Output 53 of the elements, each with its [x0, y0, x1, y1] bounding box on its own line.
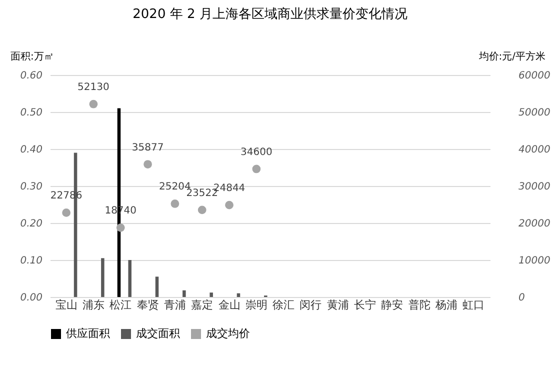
x-tick-label: 浦东 [82, 298, 104, 312]
y-tick-label: 0.60 [20, 70, 42, 82]
point [116, 223, 125, 232]
x-tick-label: 闵行 [300, 298, 322, 312]
y2-tick-label: 50000 [518, 108, 550, 118]
point [144, 160, 152, 168]
bar [155, 276, 159, 297]
y2-tick-label: 60000 [518, 70, 550, 82]
x-tick-label: 嘉定 [191, 298, 214, 312]
y-tick-label: 0.00 [20, 292, 42, 304]
legend-label: 成交面积 [136, 327, 180, 340]
point [62, 208, 70, 217]
y-tick-label: 0.20 [20, 218, 42, 230]
y-axis-title: 面积:万㎡ [10, 52, 54, 62]
x-tick-label: 普陀 [408, 298, 430, 312]
data-label: 34600 [240, 146, 272, 158]
x-tick-label: 崇明 [245, 298, 268, 312]
point [198, 206, 206, 214]
point [225, 200, 234, 210]
y2-tick-label: 20000 [518, 218, 550, 230]
bar [101, 258, 104, 297]
x-tick-label: 宝山 [55, 298, 78, 312]
x-tick-label: 金山 [218, 298, 240, 312]
y2-tick-label: 10000 [518, 256, 550, 266]
bar [210, 292, 213, 297]
y2-axis-title: 均价:元/平方米 [478, 50, 546, 62]
y2-tick-label: 40000 [518, 144, 550, 156]
legend-label: 供应面积 [66, 327, 110, 340]
x-tick-label: 徐汇 [272, 298, 295, 312]
x-tick-label: 虹口 [462, 298, 485, 312]
data-label: 52130 [78, 82, 110, 94]
x-tick-label: 黄浦 [326, 298, 349, 312]
y2-tick-label: 0 [518, 292, 525, 304]
data-label: 35877 [132, 142, 164, 154]
chart-title: 2020 年 2 月上海各区域商业供求量价变化情况 [132, 7, 408, 22]
legend-label: 成交均价 [206, 327, 250, 340]
y-tick-label: 0.40 [20, 144, 42, 156]
point [252, 164, 261, 174]
x-tick-label: 松江 [110, 298, 132, 312]
y2-tick-label: 30000 [518, 182, 550, 192]
y-tick-label: 0.30 [20, 182, 42, 192]
point [89, 100, 98, 108]
x-tick-label: 静安 [381, 298, 404, 312]
x-tick-label: 奉贤 [136, 298, 159, 312]
y-tick-label: 0.10 [20, 256, 42, 266]
bar [182, 290, 186, 297]
bar [128, 260, 132, 297]
x-tick-label: 长宁 [354, 298, 376, 312]
x-tick-label: 青浦 [164, 298, 186, 312]
data-label: 25204 [159, 182, 191, 193]
y-tick-label: 0.50 [20, 108, 42, 118]
x-tick-label: 杨浦 [434, 298, 458, 312]
point [170, 200, 180, 208]
